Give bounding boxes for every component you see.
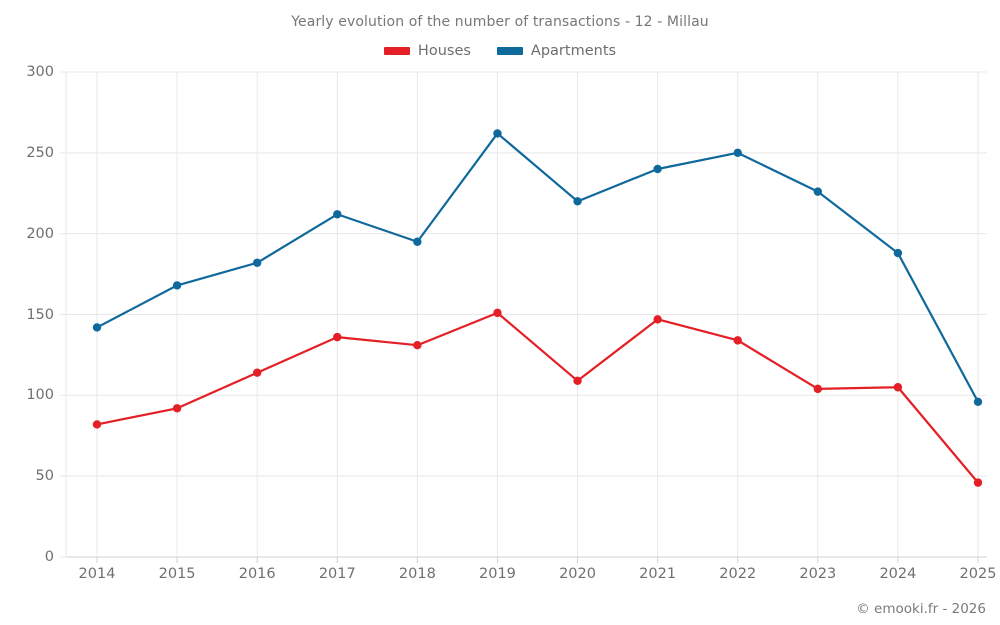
data-point-houses[interactable] <box>92 420 102 429</box>
x-tick-label: 2018 <box>398 566 436 582</box>
x-tick-label: 2021 <box>639 566 677 582</box>
chart-title: Yearly evolution of the number of transa… <box>291 14 709 30</box>
x-tick-label: 2024 <box>879 566 917 582</box>
legend-label-apartments: Apartments <box>530 43 617 59</box>
data-point-apartments[interactable] <box>653 164 662 174</box>
x-tick-label: 2020 <box>559 566 596 582</box>
legend-item-apartments[interactable]: Apartments <box>496 43 617 59</box>
data-point-apartments[interactable] <box>573 197 582 206</box>
x-tick-label: 2025 <box>959 566 997 582</box>
data-point-houses[interactable] <box>813 384 823 394</box>
x-tick-label: 2014 <box>78 566 116 582</box>
data-point-apartments[interactable] <box>813 187 823 196</box>
x-tick-label: 2019 <box>479 566 516 582</box>
legend-swatch-apartments <box>496 47 523 55</box>
data-point-apartments[interactable] <box>92 323 102 332</box>
data-point-apartments[interactable] <box>172 281 182 290</box>
data-point-houses[interactable] <box>413 341 422 350</box>
legend-item-houses[interactable]: Houses <box>383 43 471 59</box>
data-point-apartments[interactable] <box>893 248 903 258</box>
series-line-houses <box>95 311 980 484</box>
data-point-apartments[interactable] <box>252 258 262 267</box>
data-point-houses[interactable] <box>973 478 983 487</box>
data-point-houses[interactable] <box>573 376 582 385</box>
data-point-apartments[interactable] <box>733 148 742 158</box>
x-tick-label: 2022 <box>719 566 757 582</box>
data-point-apartments[interactable] <box>973 397 983 406</box>
data-point-houses[interactable] <box>733 336 742 345</box>
y-tick-label: 250 <box>26 144 54 161</box>
y-tick-label: 150 <box>26 306 54 323</box>
data-point-houses[interactable] <box>893 383 903 392</box>
copyright-footer: © emooki.fr - 2026 <box>856 601 986 617</box>
y-tick-label: 0 <box>44 549 54 565</box>
data-point-houses[interactable] <box>653 315 662 324</box>
y-tick-label: 100 <box>26 387 54 404</box>
data-point-houses[interactable] <box>252 368 262 377</box>
data-point-houses[interactable] <box>172 404 182 413</box>
x-tick-label: 2015 <box>158 566 196 582</box>
data-point-apartments[interactable] <box>413 237 422 246</box>
data-point-apartments[interactable] <box>493 129 502 138</box>
series-line-apartments <box>95 132 980 403</box>
data-point-apartments[interactable] <box>333 210 342 219</box>
x-tick-label: 2023 <box>799 566 837 582</box>
y-tick-label: 300 <box>26 64 54 80</box>
data-point-houses[interactable] <box>333 332 342 342</box>
legend-label-houses: Houses <box>417 43 471 59</box>
x-tick-label: 2016 <box>238 566 276 582</box>
chart-legend: Houses Apartments <box>0 43 1000 59</box>
data-point-houses[interactable] <box>493 308 502 318</box>
x-tick-label: 2017 <box>318 566 356 582</box>
y-tick-label: 50 <box>35 468 54 485</box>
y-tick-label: 200 <box>26 225 54 242</box>
legend-swatch-houses <box>383 47 410 55</box>
